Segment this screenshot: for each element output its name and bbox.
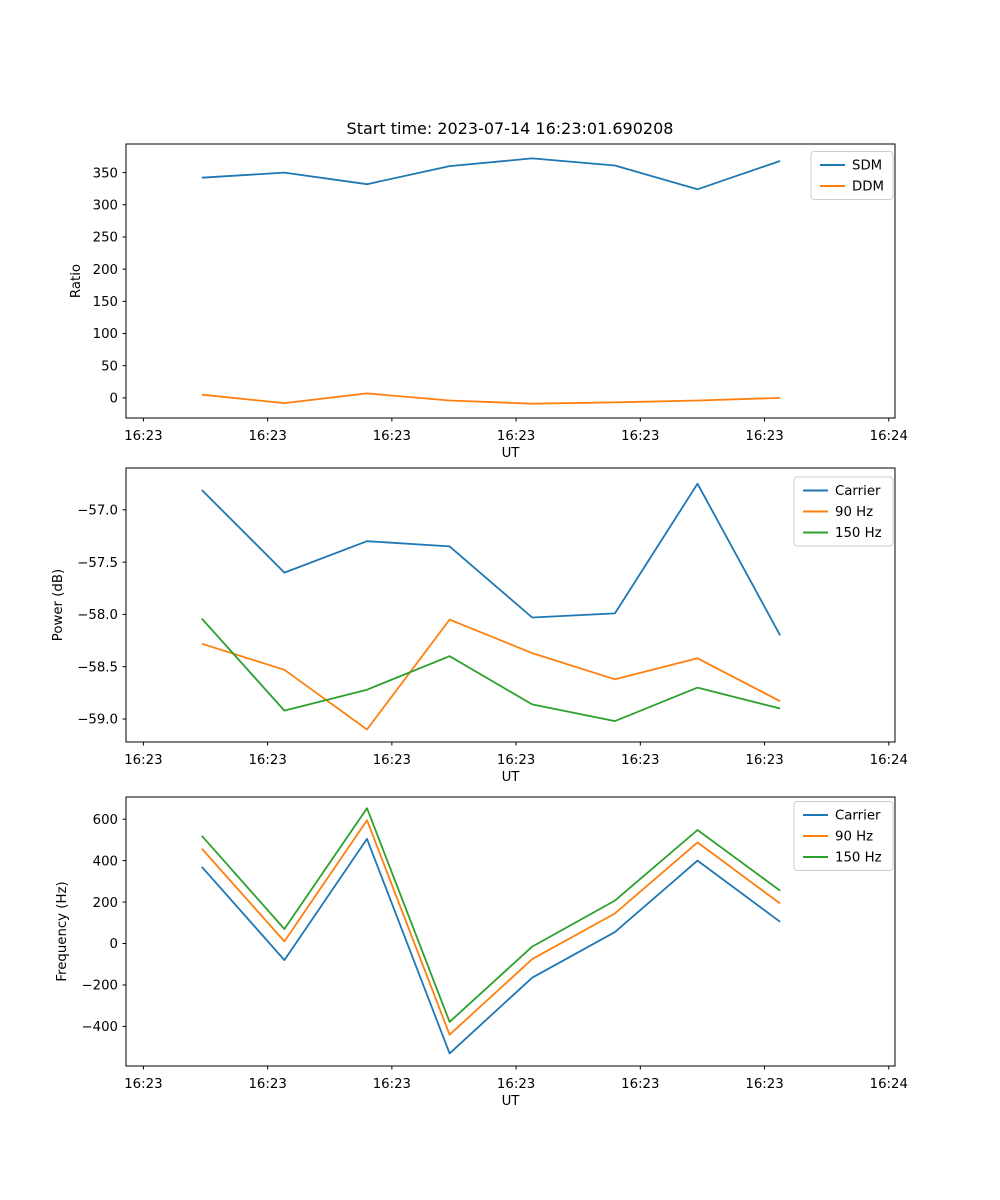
- y-tick-label: 0: [110, 392, 118, 407]
- x-tick-label: 16:23: [497, 1077, 535, 1092]
- y-tick-label: 200: [93, 896, 118, 911]
- plot-area: 16:23 16:23 16:23 16:23 16:23 16:23 16:24 0 50 10…: [93, 143, 908, 444]
- y-axis-label: Power (dB): [51, 569, 66, 641]
- series-line-ddm: [201, 392, 781, 405]
- x-tick-label: 16:24: [870, 753, 908, 768]
- x-tick-label: 16:23: [621, 753, 659, 768]
- y-tick-label: 300: [93, 198, 118, 213]
- legend-box: [793, 476, 894, 547]
- y-tick-label: 50: [101, 359, 118, 374]
- chart-power: Power (dB) UT 16:23 16:23 16:23 16:23 16:23 1…: [51, 467, 908, 785]
- legend-box: [793, 801, 894, 871]
- x-tick-label: 16:23: [248, 753, 286, 768]
- y-tick-label: −58.5: [77, 660, 118, 675]
- legend-box: [810, 151, 894, 200]
- x-tick-label: 16:23: [124, 429, 162, 444]
- x-tick-label: 16:23: [373, 1077, 411, 1092]
- series-line-carrier: [201, 838, 781, 1055]
- y-tick-label: 0: [110, 937, 118, 952]
- legend-label: 150 Hz: [835, 526, 882, 541]
- x-tick-label: 16:23: [497, 429, 535, 444]
- plot-area: 16:23 16:23 16:23 16:23 16:23 16:23 16:24 −57.0…: [77, 467, 908, 768]
- y-tick-label: 400: [93, 854, 118, 869]
- legend-label: Carrier: [835, 484, 881, 499]
- x-axis-label: UT: [502, 1094, 521, 1109]
- x-tick-label: 16:23: [248, 429, 286, 444]
- plot-border: [125, 143, 896, 419]
- chart-frequency: Frequency (Hz) UT 16:23 16:23 16:23 16:23 16…: [55, 796, 908, 1109]
- legend-label: SDM: [852, 159, 882, 174]
- x-axis-label: UT: [502, 446, 521, 461]
- x-tick-label: 16:23: [124, 1077, 162, 1092]
- x-tick-label: 16:23: [124, 753, 162, 768]
- x-tick-label: 16:23: [373, 753, 411, 768]
- plot-border: [125, 796, 896, 1067]
- plot-border: [125, 467, 896, 743]
- x-tick-label: 16:23: [621, 429, 659, 444]
- x-tick-label: 16:23: [248, 1077, 286, 1092]
- plot-area: 16:23 16:23 16:23 16:23 16:23 16:23 16:24 −400 −…: [81, 796, 908, 1092]
- y-tick-label: −57.0: [77, 504, 118, 519]
- y-tick-label: −57.5: [77, 556, 118, 571]
- y-tick-label: 100: [93, 327, 118, 342]
- y-tick-label: 150: [93, 295, 118, 310]
- legend-label: Carrier: [835, 809, 881, 824]
- legend: Carrier 90 Hz 150 Hz: [793, 476, 894, 547]
- figure-title: Start time: 2023-07-14 16:23:01.690208: [347, 119, 674, 138]
- y-tick-label: 250: [93, 231, 118, 246]
- series-line-90-hz: [201, 819, 781, 1036]
- chart-ratio: Ratio UT 16:23 16:23 16:23 16:23 16:23 16:23 1…: [69, 143, 908, 461]
- x-tick-label: 16:23: [745, 429, 783, 444]
- x-tick-label: 16:23: [745, 753, 783, 768]
- y-tick-label: −400: [81, 1020, 118, 1035]
- series-line-carrier: [201, 482, 781, 636]
- y-tick-label: 350: [93, 166, 118, 181]
- legend: Carrier 90 Hz 150 Hz: [793, 801, 894, 871]
- series-line-150-hz: [201, 617, 781, 722]
- series-line-90-hz: [201, 618, 781, 731]
- y-tick-label: 200: [93, 263, 118, 278]
- x-tick-label: 16:23: [621, 1077, 659, 1092]
- y-axis-label: Frequency (Hz): [55, 881, 70, 981]
- series-line-sdm: [201, 157, 781, 191]
- x-tick-label: 16:24: [870, 429, 908, 444]
- x-axis-label: UT: [502, 770, 521, 785]
- legend: SDM DDM: [810, 151, 894, 200]
- series-line-150-hz: [201, 807, 781, 1023]
- y-tick-label: −59.0: [77, 713, 118, 728]
- y-axis-label: Ratio: [69, 264, 84, 298]
- x-tick-label: 16:24: [870, 1077, 908, 1092]
- y-tick-label: −58.0: [77, 608, 118, 623]
- legend-label: 90 Hz: [835, 505, 873, 520]
- y-tick-label: 600: [93, 813, 118, 828]
- legend-label: 90 Hz: [835, 830, 873, 845]
- x-tick-label: 16:23: [373, 429, 411, 444]
- y-tick-label: −200: [81, 979, 118, 994]
- legend-label: DDM: [852, 180, 884, 195]
- x-tick-label: 16:23: [497, 753, 535, 768]
- legend-label: 150 Hz: [835, 851, 882, 866]
- x-tick-label: 16:23: [745, 1077, 783, 1092]
